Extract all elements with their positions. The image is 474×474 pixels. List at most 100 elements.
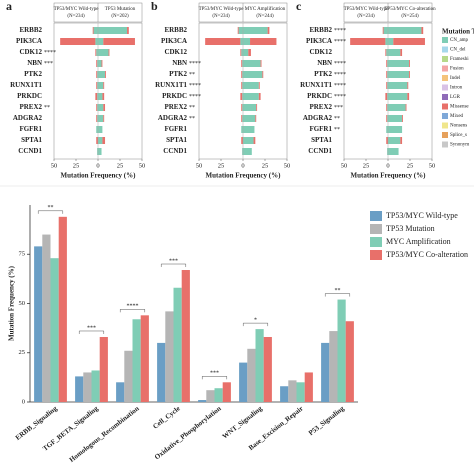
bar-segment bbox=[98, 71, 106, 78]
bar-segment bbox=[383, 27, 388, 34]
bar-segment bbox=[258, 93, 261, 100]
bar-segment bbox=[60, 38, 96, 45]
x-tick-label: 25 bbox=[218, 162, 225, 169]
bar-segment bbox=[248, 49, 251, 56]
gene-label: FGFR1 bbox=[164, 125, 187, 133]
right-n: (N=244) bbox=[256, 14, 274, 19]
bar-segment bbox=[241, 82, 243, 89]
significance-label: ** bbox=[189, 116, 195, 122]
legend-label: Fusion bbox=[450, 67, 464, 72]
legend-label: Mixed bbox=[450, 114, 464, 119]
significance-bracket bbox=[324, 293, 351, 297]
bar-segment bbox=[409, 60, 410, 67]
gene-label: CCND1 bbox=[308, 147, 332, 155]
bar bbox=[124, 350, 133, 402]
legend-label: MYC Amplification bbox=[386, 237, 451, 246]
bar-segment bbox=[98, 27, 128, 34]
bar bbox=[140, 315, 149, 402]
bar-segment bbox=[242, 60, 243, 67]
bar-segment bbox=[98, 38, 104, 45]
bar-segment bbox=[402, 115, 403, 122]
significance-label: ** bbox=[44, 105, 50, 111]
bar bbox=[280, 386, 289, 402]
gene-label: CCND1 bbox=[163, 147, 187, 155]
bar bbox=[173, 287, 182, 402]
significance-label: **** bbox=[189, 94, 201, 100]
bar-segment bbox=[386, 60, 388, 67]
right-n: (N=202) bbox=[111, 14, 129, 19]
significance-label: **** bbox=[334, 28, 346, 34]
legend-label: CN_del bbox=[450, 48, 466, 53]
legend-swatch bbox=[442, 141, 448, 148]
right-title: MYC Amplification bbox=[245, 7, 286, 12]
bar-segment bbox=[242, 104, 243, 111]
left-title: TP53/MYC Wild-type bbox=[199, 7, 245, 12]
legend-label: CN_amp bbox=[450, 38, 469, 43]
gene-label: ADGRA2 bbox=[13, 114, 43, 122]
bar-segment bbox=[388, 126, 403, 133]
x-axis-label: Mutation Frequency (%) bbox=[61, 172, 137, 180]
x-tick-label: 50 bbox=[429, 162, 436, 169]
significance-label: **** bbox=[334, 39, 346, 45]
x-tick-label: 0 bbox=[241, 162, 244, 169]
significance-label: ** bbox=[334, 116, 340, 122]
bar-segment bbox=[241, 49, 243, 56]
legend-label: Frameshi bbox=[450, 57, 469, 62]
legend-label: LGR bbox=[450, 95, 461, 100]
bar-segment bbox=[387, 82, 388, 89]
panel-label: b bbox=[151, 0, 158, 13]
gene-label: PTK2 bbox=[314, 70, 332, 78]
bar bbox=[222, 382, 231, 402]
legend-label: Nonsens bbox=[450, 124, 467, 129]
gene-label: PREX2 bbox=[309, 103, 332, 111]
gene-label: CDK12 bbox=[309, 48, 332, 56]
x-tick-label: 0 bbox=[386, 162, 389, 169]
bar-segment bbox=[96, 115, 98, 122]
legend-swatch bbox=[442, 46, 448, 53]
bar-segment bbox=[243, 82, 259, 89]
significance-bracket bbox=[242, 322, 269, 327]
gene-label: PREX2 bbox=[164, 103, 187, 111]
legend-swatch bbox=[442, 65, 448, 72]
gene-label: RUNX1T1 bbox=[300, 81, 332, 89]
bar-segment bbox=[407, 82, 409, 89]
bar-segment bbox=[96, 126, 98, 133]
legend-swatch bbox=[442, 113, 448, 119]
bar-segment bbox=[243, 148, 252, 155]
bar-segment bbox=[238, 27, 243, 34]
bar-segment bbox=[96, 137, 98, 144]
bar-segment bbox=[267, 27, 270, 34]
bar-segment bbox=[93, 27, 98, 34]
legend-swatch bbox=[442, 56, 448, 62]
gene-label: PRKDC bbox=[307, 92, 332, 100]
significance-label: *** bbox=[334, 105, 343, 111]
bar-segment bbox=[95, 38, 98, 45]
legend-swatch bbox=[370, 237, 382, 247]
legend-swatch bbox=[370, 211, 382, 221]
bar bbox=[50, 258, 59, 402]
bar-segment bbox=[243, 137, 254, 144]
bar bbox=[91, 370, 100, 402]
significance-label: **** bbox=[334, 61, 346, 67]
legend-swatch bbox=[442, 84, 448, 91]
bar-segment bbox=[350, 38, 386, 45]
bar-segment bbox=[386, 126, 388, 133]
bar-segment bbox=[243, 27, 268, 34]
bar-segment bbox=[103, 38, 135, 45]
bar-segment bbox=[386, 137, 388, 144]
x-tick-label: 25 bbox=[262, 162, 269, 169]
bar-segment bbox=[95, 93, 98, 100]
bar-segment bbox=[393, 38, 425, 45]
gene-label: ERBB2 bbox=[164, 26, 187, 34]
gene-label: ADGRA2 bbox=[158, 114, 188, 122]
bar-segment bbox=[101, 60, 103, 67]
bar-segment bbox=[400, 137, 403, 144]
significance-label: **** bbox=[44, 50, 56, 56]
y-tick-label: 75 bbox=[19, 251, 26, 258]
significance-bracket bbox=[160, 263, 187, 268]
bar-segment bbox=[387, 148, 388, 155]
gene-label: PREX2 bbox=[19, 103, 42, 111]
gene-label: RUNX1T1 bbox=[155, 81, 187, 89]
bar-segment bbox=[240, 93, 243, 100]
bar-segment bbox=[388, 93, 408, 100]
